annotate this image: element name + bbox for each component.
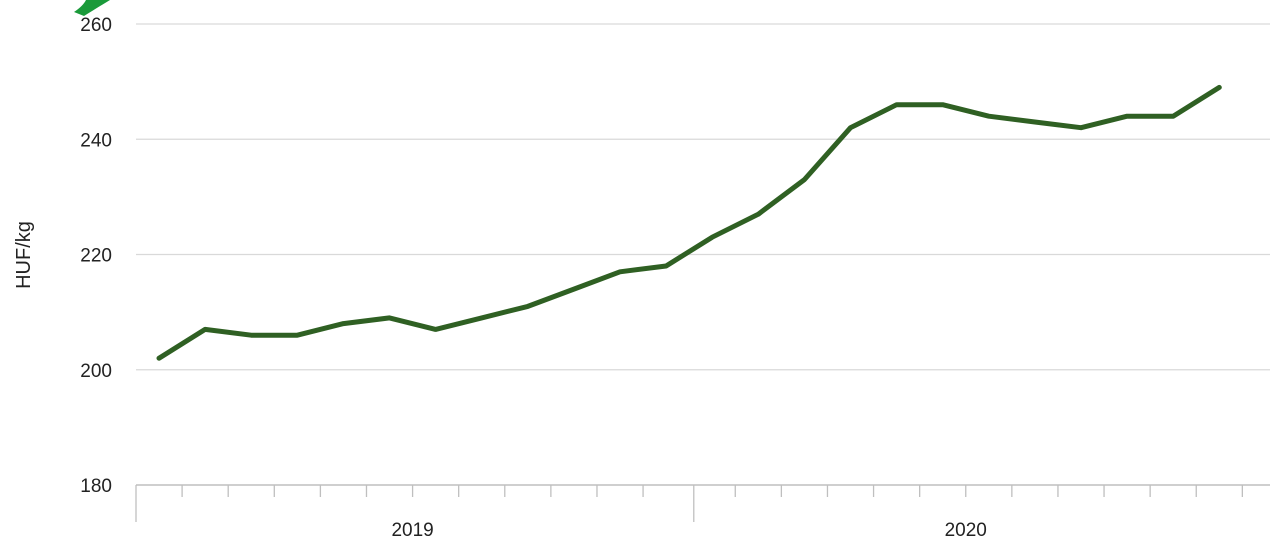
y-axis-tick-labels: 180 200 220 240 260 <box>80 15 112 497</box>
x-axis: 2019 2020 <box>135 484 1270 540</box>
y-tick-label-240: 240 <box>80 130 112 151</box>
y-tick-label-220: 220 <box>80 246 112 267</box>
gridlines <box>136 23 1270 371</box>
y-tick-label-260: 260 <box>80 15 112 36</box>
x-group-label-2020: 2020 <box>945 520 987 540</box>
y-tick-label-180: 180 <box>80 476 112 497</box>
x-group-label-2019: 2019 <box>391 520 433 540</box>
series-layer <box>156 84 1222 361</box>
y-tick-label-200: 200 <box>80 361 112 382</box>
logo-fragment <box>74 0 110 16</box>
y-axis-title: HUF/kg <box>13 221 35 289</box>
series-line-0 <box>156 84 1222 361</box>
